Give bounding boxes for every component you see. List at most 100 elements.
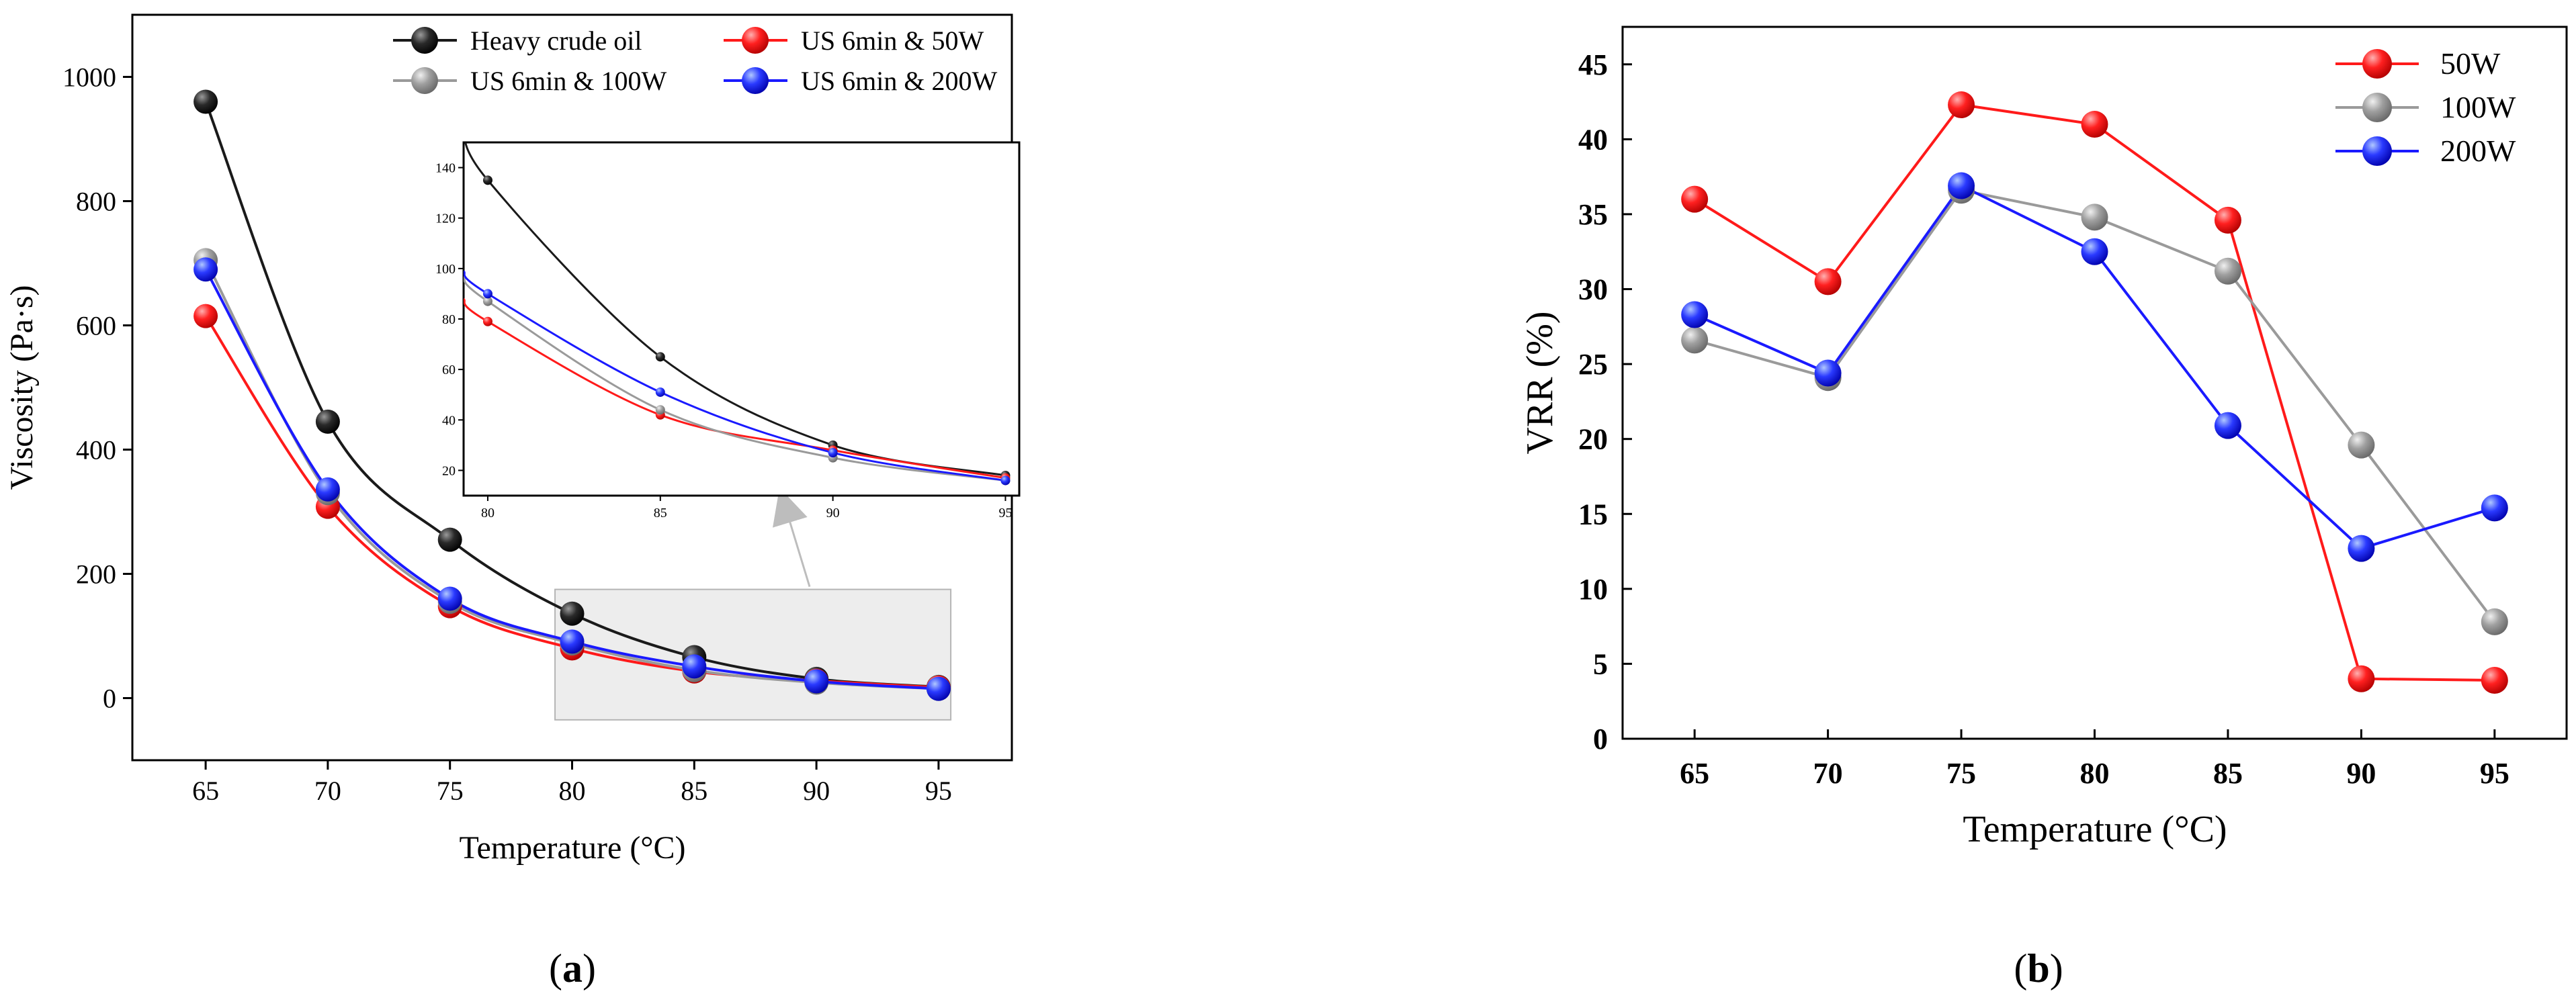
point-b-200w-95 — [2481, 494, 2508, 522]
legend-marker-50w — [2362, 49, 2392, 79]
point-b-100w-85 — [2214, 257, 2241, 285]
point-b-50w-95 — [2481, 666, 2508, 694]
legend-marker-us-6min-100w — [411, 67, 438, 94]
x-axis-a: 65 70 75 80 85 90 95 — [192, 760, 952, 806]
legend-item-us-6min-200w: US 6min & 200W — [724, 66, 997, 96]
point-a-us-6min-200w-80 — [560, 629, 585, 654]
point-b-50w-85 — [2214, 206, 2241, 234]
panel-label-b: (b) — [2014, 946, 2063, 991]
point-b-100w-80 — [2081, 203, 2108, 231]
legend-label-200w: 200W — [2440, 134, 2516, 168]
point-b-50w-90 — [2348, 665, 2375, 692]
inset-y-tick-label-40: 40 — [442, 413, 456, 428]
y-axis-b: 0 5 10 15 20 25 30 35 40 45 — [1578, 48, 1632, 756]
point-b-200w-65 — [1681, 301, 1709, 328]
inset-series-markers — [482, 175, 1011, 486]
inset-point-us-6min-200w-80 — [482, 289, 492, 299]
inset-y-tick-label-100: 100 — [435, 262, 456, 277]
legend-label-us-6min-200w: US 6min & 200W — [801, 66, 997, 96]
x-tick-label-a-85: 85 — [681, 776, 707, 806]
legend-item-50w: 50W — [2335, 46, 2501, 81]
x-tick-label-b-90: 90 — [2346, 757, 2376, 790]
legend-label-50w: 50W — [2440, 46, 2501, 81]
y-axis-label-a: Viscosity (Pa·s) — [4, 285, 40, 490]
legend-label-heavy-crude-oil: Heavy crude oil — [470, 26, 642, 56]
point-b-50w-70 — [1814, 268, 1842, 295]
point-a-heavy-crude-oil-75 — [437, 527, 462, 552]
y-tick-label-b-15: 15 — [1578, 498, 1608, 531]
point-a-us-6min-200w-90 — [804, 669, 829, 694]
legend-marker-heavy-crude-oil — [411, 27, 438, 54]
inset-x-axis: 80 85 90 95 — [481, 496, 1012, 520]
chart-b: 65 70 75 80 85 90 95 0 5 10 15 20 25 30 35 40 45 Temper… — [1519, 26, 2568, 991]
legend-item-100w: 100W — [2335, 90, 2516, 124]
inset-frame — [462, 141, 1021, 497]
y-tick-label-b-45: 45 — [1578, 48, 1608, 81]
x-tick-label-b-80: 80 — [2080, 757, 2110, 790]
legend-marker-us-6min-200w — [742, 67, 769, 94]
y-tick-label-a-400: 400 — [76, 435, 116, 465]
legend-label-us-6min-50w: US 6min & 50W — [801, 26, 984, 56]
panel-label-a: (a) — [549, 946, 596, 991]
point-a-us-6min-200w-95 — [926, 676, 951, 701]
inset-y-tick-label-120: 120 — [435, 212, 456, 226]
x-axis-label-a: Temperature (°C) — [459, 830, 685, 866]
x-axis-b: 65 70 75 80 85 90 95 — [1680, 729, 2509, 790]
point-a-heavy-crude-oil-65 — [194, 89, 218, 114]
point-b-200w-70 — [1814, 359, 1842, 387]
x-tick-label-a-70: 70 — [314, 776, 341, 806]
legend-item-us-6min-100w: US 6min & 100W — [393, 66, 667, 96]
inset-point-us-6min-200w-85 — [655, 387, 665, 397]
point-a-us-6min-200w-65 — [194, 257, 218, 282]
x-tick-label-a-75: 75 — [437, 776, 464, 806]
series-line-b-50w — [1694, 103, 2495, 682]
inset-point-us-6min-200w-90 — [828, 448, 838, 458]
legend-marker-us-6min-50w — [742, 27, 769, 54]
point-b-200w-80 — [2081, 238, 2108, 265]
zoom-arrow — [773, 488, 811, 588]
x-axis-label-b: Temperature (°C) — [1963, 809, 2227, 850]
x-tick-label-b-95: 95 — [2480, 757, 2509, 790]
legend-item-us-6min-50w: US 6min & 50W — [724, 26, 984, 56]
inset-point-us-6min-100w-80 — [482, 296, 492, 306]
inset-y-tick-label-60: 60 — [442, 363, 456, 377]
series-markers-b — [1681, 91, 2508, 694]
point-b-50w-80 — [2081, 111, 2108, 138]
zoom-arrow-line — [773, 488, 811, 588]
point-b-50w-75 — [1948, 91, 1975, 119]
x-tick-label-b-65: 65 — [1680, 757, 1709, 790]
point-a-heavy-crude-oil-70 — [315, 409, 340, 434]
legend-label-100w: 100W — [2440, 90, 2516, 124]
y-tick-label-a-1000: 1000 — [62, 62, 116, 93]
legend-marker-100w — [2362, 93, 2392, 122]
series-markers-a — [194, 89, 951, 701]
point-b-100w-65 — [1681, 326, 1709, 354]
point-b-100w-90 — [2348, 431, 2375, 459]
x-tick-label-a-80: 80 — [559, 776, 586, 806]
x-tick-label-b-85: 85 — [2213, 757, 2243, 790]
inset-chart: 80 85 90 95 20 40 60 80 100 120 140 — [435, 141, 1021, 520]
inset-point-us-6min-100w-85 — [655, 405, 665, 415]
inset-y-tick-label-140: 140 — [435, 161, 456, 176]
point-a-us-6min-50w-65 — [194, 304, 218, 328]
y-tick-label-a-800: 800 — [76, 187, 116, 217]
y-tick-label-b-40: 40 — [1578, 123, 1608, 156]
point-a-us-6min-200w-85 — [682, 654, 707, 679]
inset-x-tick-label-90: 90 — [826, 506, 840, 520]
y-tick-label-a-600: 600 — [76, 311, 116, 341]
chart-a: 65 70 75 80 85 90 95 0 200 400 600 800 1000 Tempera… — [4, 13, 1021, 991]
point-a-heavy-crude-oil-80 — [560, 601, 585, 626]
legend-a: Heavy crude oil US 6min & 50W US 6min & … — [393, 26, 997, 96]
y-tick-label-b-25: 25 — [1578, 348, 1608, 381]
y-axis-a: 0 200 400 600 800 1000 — [62, 62, 132, 714]
y-tick-label-b-35: 35 — [1578, 198, 1608, 231]
inset-point-us-6min-50w-80 — [482, 316, 492, 326]
series-lines-b — [1694, 103, 2496, 682]
inset-point-heavy-crude-oil-85 — [655, 352, 665, 362]
point-b-200w-85 — [2214, 412, 2241, 439]
y-tick-label-b-10: 10 — [1578, 573, 1608, 606]
y-tick-label-a-0: 0 — [103, 684, 116, 714]
point-b-100w-95 — [2481, 608, 2508, 635]
inset-y-tick-label-80: 80 — [442, 312, 456, 327]
